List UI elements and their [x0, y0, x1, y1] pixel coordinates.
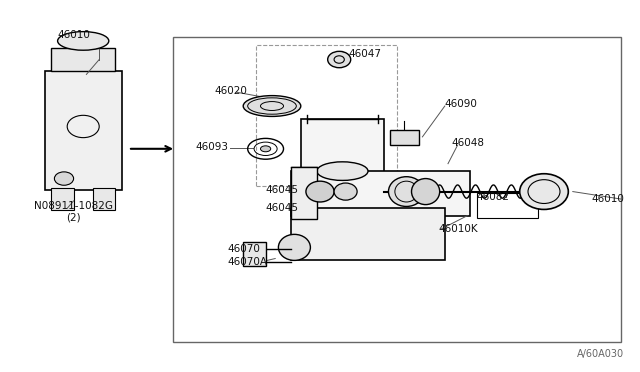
- Ellipse shape: [520, 174, 568, 209]
- Text: 46093: 46093: [195, 142, 228, 152]
- Text: 46045: 46045: [266, 185, 299, 195]
- Text: N08911-1082G: N08911-1082G: [34, 202, 113, 211]
- Bar: [51, 48, 115, 71]
- Bar: [291, 167, 317, 219]
- Text: (2): (2): [67, 213, 81, 222]
- Bar: [291, 208, 445, 260]
- Ellipse shape: [412, 179, 440, 205]
- Bar: [51, 188, 74, 210]
- Text: 46070: 46070: [227, 244, 260, 254]
- Text: 46010: 46010: [591, 194, 624, 204]
- Ellipse shape: [260, 146, 271, 152]
- Ellipse shape: [388, 177, 424, 206]
- Bar: [301, 119, 384, 179]
- Bar: [291, 171, 470, 216]
- Bar: [45, 71, 122, 190]
- Bar: [477, 193, 538, 218]
- Text: 46082: 46082: [477, 192, 510, 202]
- Text: 46020: 46020: [214, 86, 247, 96]
- Ellipse shape: [317, 162, 368, 180]
- Ellipse shape: [58, 32, 109, 50]
- Bar: [173, 37, 621, 342]
- Ellipse shape: [328, 51, 351, 68]
- Text: A/60A030: A/60A030: [577, 349, 624, 359]
- Ellipse shape: [54, 172, 74, 185]
- Bar: [93, 188, 115, 210]
- Ellipse shape: [243, 96, 301, 116]
- Text: 46070A: 46070A: [227, 257, 268, 267]
- Text: 46048: 46048: [451, 138, 484, 148]
- Text: 46010K: 46010K: [438, 224, 478, 234]
- Text: 46047: 46047: [349, 49, 382, 59]
- Text: 46090: 46090: [445, 99, 477, 109]
- Bar: [243, 242, 266, 266]
- Text: 46045: 46045: [266, 203, 299, 213]
- Ellipse shape: [278, 234, 310, 260]
- Ellipse shape: [306, 181, 334, 202]
- Ellipse shape: [334, 183, 357, 200]
- Text: 46010: 46010: [57, 31, 90, 40]
- Bar: [390, 130, 419, 145]
